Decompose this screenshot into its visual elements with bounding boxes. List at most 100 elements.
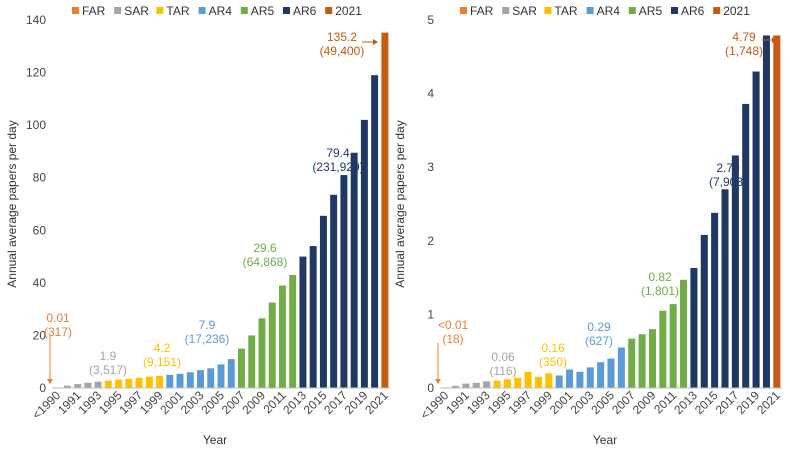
legend-label: AR4 [209,4,233,18]
bar-2011 [278,285,286,388]
bar-1993 [483,381,491,388]
x-tick-label: 2021 [362,388,391,417]
bar-2001 [566,369,574,388]
legend-item-sar: SAR [502,4,537,18]
annotation-sar: 1.9(3,517) [89,349,127,377]
annotation-ar5: 0.82(1,801) [641,270,679,298]
bar-2012 [680,279,688,388]
annotation-value: 4.79 [732,30,756,44]
legend-swatch [628,7,636,14]
annotation-count: (317) [44,325,72,339]
annotation-count: (64,868) [243,255,288,269]
bar-2007 [238,348,245,388]
legend-swatch [283,7,290,14]
legend-item-2021: 2021 [713,4,750,18]
annotations: <0.01(18) 0.06(116) 0.16(350) 0.29(627) 0.82… [435,30,777,384]
annotation-count: (18) [442,332,463,346]
bar-2014 [700,234,708,388]
annotation-ar5: 29.6(64,868) [243,241,288,269]
bar-2013 [690,268,698,388]
annotation-count: (1,801) [641,284,679,298]
bar-1990 [63,385,71,388]
bar-1992 [472,382,480,388]
annotation-count: (49,400) [320,44,365,58]
chart-panel-2: FAR SAR TAR AR4 AR5 AR6 2021 0 1 2 3 4 5 Annual avera… [393,4,783,447]
legend-swatch [502,7,510,14]
bar-1994 [493,380,501,388]
bar-2021 [773,35,781,389]
x-tick-label: 2021 [754,388,783,417]
bar-1998 [145,376,153,388]
annotation-count: (3,517) [89,363,127,377]
bar-2018 [742,103,750,389]
bar-2015 [711,212,719,388]
annotation-arrow-head [373,39,378,45]
annotation-arrow-head [47,379,53,384]
bar-2001 [176,373,184,388]
legend-swatch [240,7,248,14]
annotation-value: <0.01 [438,318,469,332]
bar-2006 [617,347,625,388]
bar-2021 [381,32,389,389]
legend-label: AR5 [639,4,663,18]
legend-item-sar: SAR [114,4,149,18]
legend-swatch [586,7,594,14]
legend-item-ar5: AR5 [628,4,663,18]
legend-swatch [156,7,164,14]
bar-2003 [586,367,594,388]
annotations: 0.01(317)1.9(3,517)4.2(9,151)7.9(17,236)… [44,30,378,384]
bar-2004 [597,362,605,388]
legend-item-far: FAR [72,4,106,18]
annotation-2021: 135.2(49,400) [320,30,378,58]
legend-label: 2021 [723,4,750,18]
y-axis: 0 20 40 60 80 100 120 140 [26,13,46,395]
annotation-count: (627) [585,334,613,348]
bar-1997 [524,371,532,388]
annotation-count: (116) [489,364,516,378]
bar-2004 [207,368,215,388]
annotation-2021: 4.79(1,748) [725,30,777,58]
bar-2017 [731,155,739,388]
y-tick-label: 5 [427,13,434,27]
bar-2009 [258,318,266,388]
legend-label: 2021 [335,4,362,18]
bar-2005 [607,358,615,388]
annotation-sar: 0.06(116) [489,350,516,378]
annotation-count: (350) [539,355,567,369]
annotation-value: 0.06 [491,350,515,364]
bar-1992 [84,382,92,388]
bar-2019 [360,119,368,388]
annotation-far: <0.01(18) [435,318,469,384]
annotation-value: 0.82 [648,270,672,284]
annotation-far: 0.01(317) [44,311,72,384]
legend-item-far: FAR [460,4,494,18]
legend-swatch [198,7,206,14]
annotation-ar6: 2.70(7,903) [709,161,747,189]
bar-2007 [628,338,636,388]
x-axis: <199019911993199519971999200120032005200… [418,388,784,422]
annotation-ar6: 79.4(231,929) [312,146,363,174]
y-axis: 0 1 2 3 4 5 [427,13,434,395]
legend-label: AR5 [251,4,275,18]
annotation-count: (9,151) [143,355,181,369]
bar-2018 [350,152,358,388]
bar-2008 [638,334,646,388]
chart-panel-1: FAR SAR TAR AR4 AR5 AR6 2021 0 20 40 60 80 100 120 140… [5,4,391,447]
annotation-tar: 4.2(9,151) [143,341,181,369]
bar-2016 [721,189,729,388]
bar-2017 [340,175,348,388]
y-tick-label: 0 [427,381,434,395]
annotation-tar: 0.16(350) [539,341,567,369]
bar-2002 [186,372,194,388]
x-axis: <199019911993199519971999200120032005200… [30,388,392,422]
y-tick-label: 120 [26,66,46,80]
y-axis-title: Annual average papers per day [5,120,19,287]
legend-label: FAR [470,4,494,18]
y-tick-label: 20 [33,328,47,342]
legend-item-ar6: AR6 [671,4,705,18]
bar-2014 [309,246,317,388]
annotation-count: (231,929) [312,160,363,174]
legend-item-tar: TAR [544,4,578,18]
annotation-value: 0.29 [587,320,611,334]
legend-swatch [114,7,122,14]
